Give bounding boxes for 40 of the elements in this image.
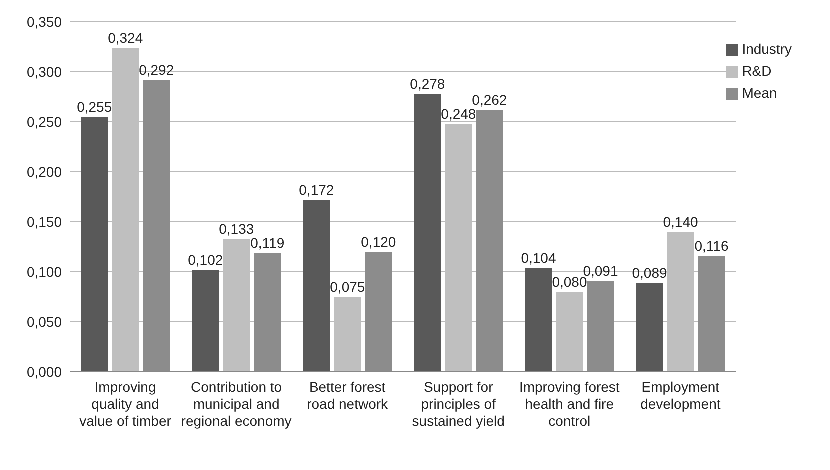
y-tick-label: 0,150 [26,214,62,230]
data-label: 0,119 [250,235,285,251]
data-label: 0,262 [472,92,508,108]
y-tick-label: 0,200 [26,164,62,180]
x-tick-label: Contribution to municipal and regional economy [181,379,292,429]
data-label: 0,172 [299,182,334,198]
x-tick-label: Better forest road network [307,379,390,412]
bar [81,117,108,372]
data-label: 0,120 [361,234,396,250]
bar [192,270,220,372]
data-label: 0,089 [632,265,668,281]
data-label: 0,255 [77,99,112,115]
data-label: 0,075 [330,279,366,295]
x-tick-label: Improving forest health and fire control [519,379,620,429]
y-tick-label: 0,350 [26,14,62,30]
data-label: 0,248 [441,106,476,122]
x-tick-label: Improving quality and value of timber [80,379,172,429]
data-label: 0,104 [521,250,556,266]
bar [303,200,330,372]
bar [414,94,442,372]
y-tick-label: 0,250 [26,114,62,130]
data-label: 0,116 [694,238,729,254]
y-tick-label: 0,300 [26,64,62,80]
data-label: 0,140 [663,214,698,230]
data-label: 0,091 [583,263,618,279]
data-label: 0,292 [139,62,174,78]
legend-label: R&D [742,63,772,79]
data-label: 0,133 [219,221,254,237]
bar [525,268,552,372]
y-tick-label: 0,100 [26,264,62,280]
data-label: 0,278 [410,76,446,92]
bar [636,283,664,372]
y-tick-label: 0,000 [26,364,62,380]
legend-label: Mean [742,85,778,101]
y-tick-label: 0,050 [26,314,62,330]
data-label: 0,324 [108,30,144,46]
x-tick-label: Employment development [640,379,721,412]
legend-label: Industry [742,41,792,57]
data-label: 0,102 [188,252,224,268]
x-tick-label: Support for principles of sustained yield [412,379,505,429]
